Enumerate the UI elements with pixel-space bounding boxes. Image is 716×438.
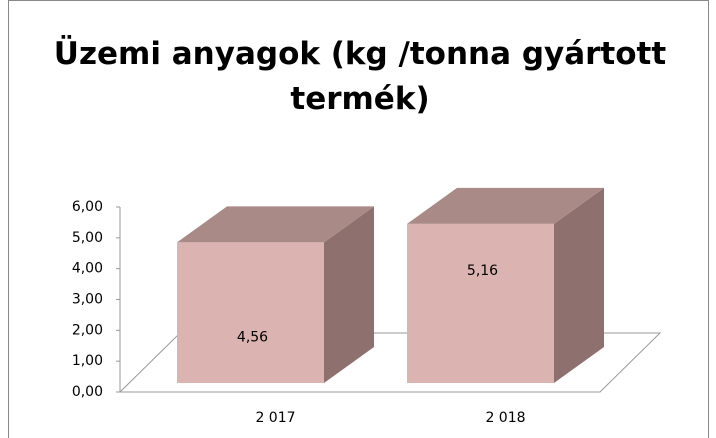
data-label: 5,16 [467,263,498,279]
y-tick-label: 1,00 [72,353,103,369]
y-tick-label: 2,00 [72,322,103,338]
y-tick-label: 6,00 [72,199,103,215]
data-label: 4,56 [237,329,268,345]
y-tick-label: 4,00 [72,261,103,277]
x-tick-label: 2 017 [255,410,295,426]
bar-side [554,187,604,383]
bar [407,223,554,383]
chart-title: Üzemi anyagok (kg /tonna gyártott termék) [54,35,667,117]
y-tick-label: 5,00 [72,230,103,246]
bar-top [177,206,374,243]
bar-side [324,206,374,383]
y-tick-label: 0,00 [72,384,103,400]
x-tick-label: 2 018 [485,410,525,426]
y-tick-label: 3,00 [72,292,103,308]
bar-top [407,187,604,224]
bar [177,242,324,383]
